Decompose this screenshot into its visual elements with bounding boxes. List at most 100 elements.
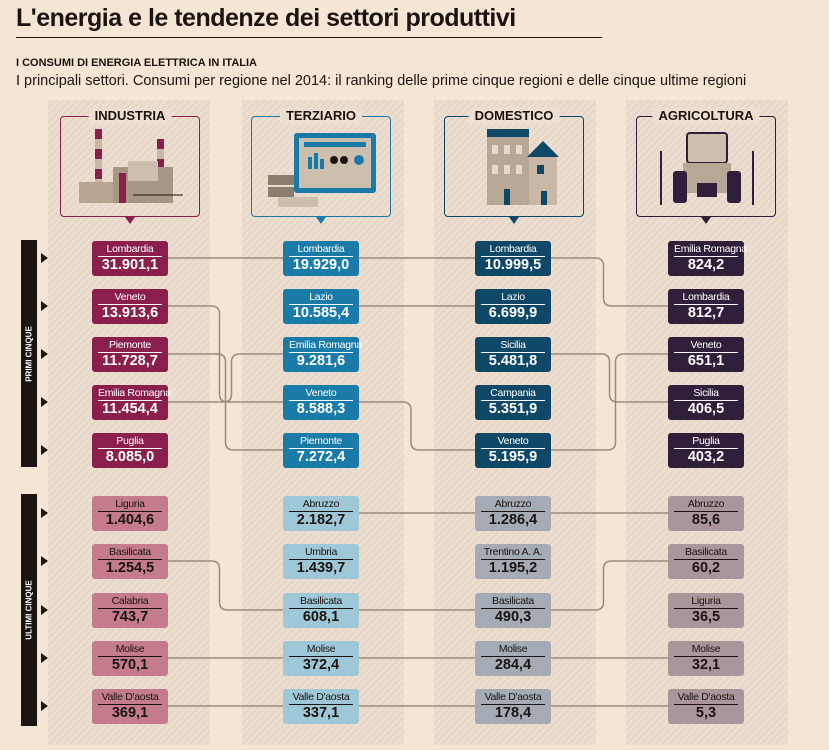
region-value: 743,7 xyxy=(111,609,149,625)
region-box: Emilia Romagna 824,2 xyxy=(668,241,747,276)
region-name: Lombardia xyxy=(98,243,162,257)
region-name: Lombardia xyxy=(481,243,545,257)
region-name: Basilicata xyxy=(674,546,738,560)
region-box: Lombardia 19.929,0 xyxy=(283,241,359,276)
house-icon xyxy=(487,129,559,205)
region-box: Veneto 651,1 xyxy=(668,337,744,372)
region-name: Lazio xyxy=(289,291,353,305)
region-name: Valle D'aosta xyxy=(481,691,545,705)
region-box: Valle D'aosta 178,4 xyxy=(475,689,551,724)
row-arrow-icon xyxy=(41,349,48,359)
row-arrow-icon xyxy=(41,605,48,615)
region-name: Molise xyxy=(674,643,738,657)
connector-basilicata xyxy=(168,560,283,611)
region-box: Abruzzo 1.286,4 xyxy=(475,496,551,531)
region-box: Lombardia 10.999,5 xyxy=(475,241,551,276)
region-name: Piemonte xyxy=(98,339,162,353)
title-rule xyxy=(16,37,602,38)
column-bg-terziario xyxy=(242,100,404,745)
region-value: 13.913,6 xyxy=(101,305,159,321)
region-box: Emilia Romagna 9.281,6 xyxy=(283,337,362,372)
region-value: 11.728,7 xyxy=(102,353,158,369)
region-name: Sicilia xyxy=(481,339,545,353)
region-name: Puglia xyxy=(674,435,738,449)
region-name: Liguria xyxy=(674,595,738,609)
group-bar-bottom: ULTIMI CINQUE xyxy=(21,494,37,726)
region-name: Lombardia xyxy=(289,243,353,257)
row-arrow-icon xyxy=(41,701,48,711)
region-value: 178,4 xyxy=(494,705,532,721)
region-box: Veneto 5.195,9 xyxy=(475,433,551,468)
region-name: Trentino A. A. xyxy=(481,546,545,560)
pointer-icon xyxy=(125,217,135,224)
sector-label: TERZIARIO xyxy=(279,108,363,123)
region-name: Umbria xyxy=(289,546,353,560)
sector-label: DOMESTICO xyxy=(468,108,560,123)
region-box: Liguria 36,5 xyxy=(668,593,744,628)
region-box: Umbria 1.439,7 xyxy=(283,544,359,579)
pointer-icon xyxy=(509,217,519,224)
region-name: Piemonte xyxy=(289,435,353,449)
region-box: Trentino A. A. 1.195,2 xyxy=(475,544,551,579)
region-name: Abruzzo xyxy=(289,498,353,512)
region-box: Molise 570,1 xyxy=(92,641,168,676)
connector-basilicata xyxy=(551,560,668,611)
region-box: Basilicata 1.254,5 xyxy=(92,544,168,579)
region-value: 5.195,9 xyxy=(488,449,538,465)
region-box: Lombardia 812,7 xyxy=(668,289,744,324)
region-box: Basilicata 60,2 xyxy=(668,544,744,579)
region-name: Molise xyxy=(98,643,162,657)
region-box: Veneto 8.588,3 xyxy=(283,385,359,420)
region-box: Abruzzo 85,6 xyxy=(668,496,744,531)
region-name: Valle D'aosta xyxy=(674,691,738,705)
region-name: Veneto xyxy=(289,387,353,401)
region-value: 9.281,6 xyxy=(296,353,346,369)
region-value: 372,4 xyxy=(302,657,340,673)
sector-header-terziario: TERZIARIO xyxy=(251,108,391,224)
region-value: 824,2 xyxy=(687,257,725,273)
subtitle: I principali settori. Consumi per region… xyxy=(16,73,747,89)
region-value: 31.901,1 xyxy=(101,257,159,273)
region-value: 812,7 xyxy=(687,305,725,321)
pointer-icon xyxy=(316,217,326,224)
region-value: 5,3 xyxy=(695,705,717,721)
region-name: Molise xyxy=(289,643,353,657)
region-name: Veneto xyxy=(481,435,545,449)
region-box: Liguria 1.404,6 xyxy=(92,496,168,531)
region-name: Emilia Romagna xyxy=(674,243,747,257)
region-box: Puglia 403,2 xyxy=(668,433,744,468)
region-value: 2.182,7 xyxy=(296,512,346,528)
region-value: 36,5 xyxy=(691,609,721,625)
column-bg-domestico xyxy=(434,100,596,745)
region-box: Veneto 13.913,6 xyxy=(92,289,168,324)
sector-header-agricoltura: AGRICOLTURA xyxy=(636,108,776,224)
pointer-icon xyxy=(701,217,711,224)
tractor-icon xyxy=(660,132,754,205)
sector-header-industria: INDUSTRIA xyxy=(60,108,200,224)
region-value: 10.999,5 xyxy=(484,257,542,273)
region-box: Lazio 6.699,9 xyxy=(475,289,551,324)
region-box: Piemonte 7.272,4 xyxy=(283,433,359,468)
region-box: Lazio 10.585,4 xyxy=(283,289,359,324)
region-name: Emilia Romagna xyxy=(289,339,362,353)
region-name: Emilia Romagna xyxy=(98,387,171,401)
column-bg-industria xyxy=(48,100,210,745)
region-box: Molise 284,4 xyxy=(475,641,551,676)
region-box: Abruzzo 2.182,7 xyxy=(283,496,359,531)
region-value: 6.699,9 xyxy=(488,305,538,321)
region-value: 570,1 xyxy=(111,657,149,673)
connector-emilia-romagna xyxy=(168,353,283,403)
region-box: Basilicata 608,1 xyxy=(283,593,359,628)
region-name: Campania xyxy=(481,387,545,401)
region-value: 19.929,0 xyxy=(292,257,350,273)
region-name: Puglia xyxy=(98,435,162,449)
region-value: 1.404,6 xyxy=(105,512,155,528)
region-name: Abruzzo xyxy=(674,498,738,512)
column-bg-agricoltura xyxy=(626,100,788,745)
sector-label: AGRICOLTURA xyxy=(652,108,760,123)
region-value: 85,6 xyxy=(691,512,721,528)
group-bar-top: PRIMI CINQUE xyxy=(21,240,37,467)
page-title: L'energia e le tendenze dei settori prod… xyxy=(16,4,516,32)
